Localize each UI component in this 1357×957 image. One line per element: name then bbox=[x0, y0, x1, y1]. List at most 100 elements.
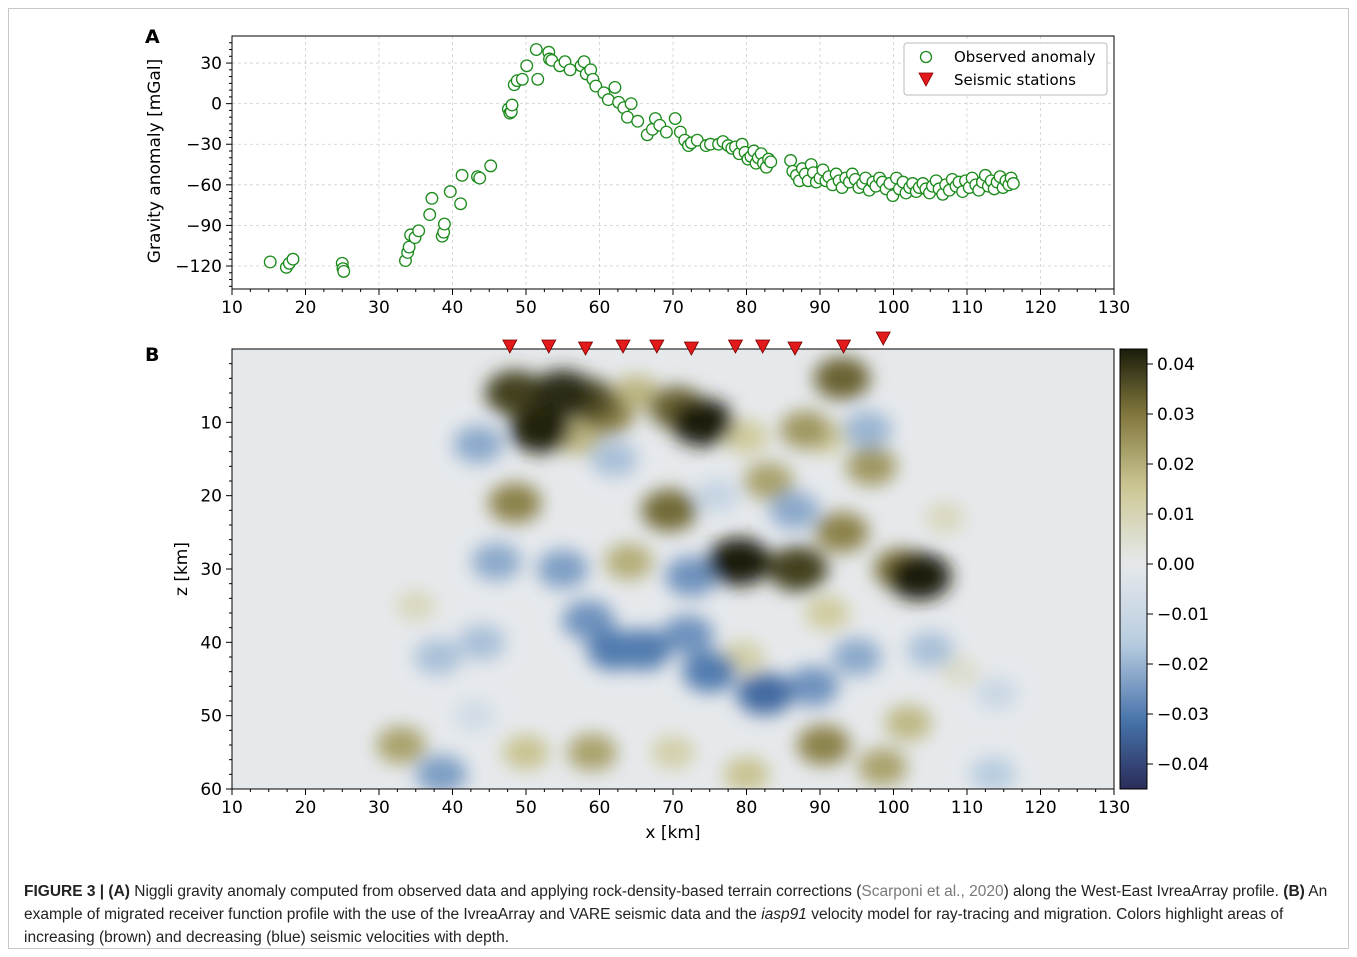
y-tick-label: −90 bbox=[186, 216, 222, 236]
seismic-station-marker bbox=[727, 339, 744, 354]
velocity-anomaly-blob bbox=[843, 411, 892, 449]
caption-text-a-end: ) along the West-East IvreaArray profile… bbox=[1003, 883, 1284, 900]
velocity-anomaly-blob bbox=[537, 549, 589, 589]
velocity-anomaly-blob bbox=[723, 756, 770, 789]
y-tick-label: −30 bbox=[186, 135, 222, 155]
x-tick-label: 10 bbox=[221, 798, 243, 818]
velocity-anomaly-blob bbox=[562, 600, 615, 641]
observed-anomaly-point bbox=[263, 255, 277, 269]
panel-b-xlabel: x [km] bbox=[645, 823, 700, 843]
x-tick-label: 120 bbox=[1024, 798, 1056, 818]
panel-a-ylabel: Gravity anomaly [mGal] bbox=[145, 59, 165, 263]
caption-model-name: iasp91 bbox=[761, 906, 807, 923]
seismic-station-marker bbox=[835, 339, 852, 354]
x-tick-label: 70 bbox=[662, 798, 684, 818]
velocity-anomaly-blob bbox=[769, 491, 820, 530]
observed-anomaly-point bbox=[659, 125, 673, 139]
seismic-station-marker bbox=[875, 331, 891, 346]
velocity-anomaly-blob bbox=[665, 556, 718, 597]
observed-anomaly-point bbox=[437, 217, 451, 231]
observed-anomaly-point bbox=[423, 208, 437, 222]
velocity-anomaly-blob bbox=[736, 672, 794, 716]
velocity-anomaly-blob bbox=[416, 755, 467, 789]
velocity-anomaly-blob bbox=[845, 447, 897, 486]
caption-citation-link[interactable]: Scarponi et al., 2020 bbox=[861, 883, 1004, 900]
velocity-anomaly-blob bbox=[831, 638, 882, 676]
legend-observed-label: Observed anomaly bbox=[954, 48, 1096, 66]
observed-anomaly-point bbox=[668, 112, 682, 125]
y-tick-label: −120 bbox=[175, 257, 222, 277]
figure-caption: FIGURE 3 | (A) Niggli gravity anomaly co… bbox=[24, 880, 1339, 949]
x-tick-label: 120 bbox=[1024, 298, 1056, 318]
observed-anomaly-point bbox=[608, 80, 622, 94]
velocity-anomaly-blob bbox=[815, 512, 869, 553]
velocity-anomaly-blob bbox=[743, 462, 794, 500]
velocity-anomaly-blob bbox=[813, 357, 871, 400]
observed-anomaly-point bbox=[402, 240, 416, 254]
velocity-anomaly-blob bbox=[376, 726, 426, 764]
panel-b-seismic-stations bbox=[502, 331, 891, 356]
x-tick-label: 100 bbox=[877, 298, 909, 318]
colorbar-gradient bbox=[1119, 348, 1148, 790]
caption-text-a: Niggli gravity anomaly computed from obs… bbox=[129, 883, 862, 900]
observed-anomaly-point bbox=[784, 154, 798, 167]
velocity-anomaly-blob bbox=[670, 398, 735, 447]
velocity-anomaly-blob bbox=[796, 724, 851, 766]
observed-anomaly-point bbox=[425, 191, 439, 205]
y-tick-label: 30 bbox=[200, 54, 222, 74]
x-tick-label: 20 bbox=[295, 798, 317, 818]
velocity-anomaly-blob bbox=[682, 651, 738, 693]
y-tick-label: 60 bbox=[200, 780, 222, 800]
x-tick-label: 50 bbox=[515, 798, 537, 818]
panel-a-legend: Observed anomaly Seismic stations bbox=[903, 42, 1108, 96]
velocity-anomaly-blob bbox=[604, 543, 654, 581]
x-tick-label: 60 bbox=[589, 298, 611, 318]
velocity-anomaly-blob bbox=[395, 589, 437, 622]
observed-anomaly-point bbox=[473, 171, 487, 185]
seismic-station-marker bbox=[502, 339, 518, 354]
legend-station-label: Seismic stations bbox=[954, 71, 1076, 89]
seismic-station-marker bbox=[577, 341, 594, 356]
caption-label-b: (B) bbox=[1283, 883, 1305, 900]
velocity-anomaly-blob bbox=[884, 705, 932, 741]
caption-text-b-end: velocity model for ray-tracing and migra… bbox=[24, 906, 1284, 946]
velocity-anomaly-blob bbox=[786, 666, 839, 707]
x-tick-label: 90 bbox=[809, 798, 831, 818]
panel-b-heatmap bbox=[376, 357, 1018, 789]
velocity-anomaly-blob bbox=[707, 537, 772, 586]
velocity-anomaly-blob bbox=[414, 639, 462, 675]
panel-a-observed-points bbox=[263, 43, 1020, 278]
velocity-anomaly-blob bbox=[804, 595, 850, 631]
x-tick-label: 130 bbox=[1098, 798, 1130, 818]
velocity-anomaly-blob bbox=[503, 734, 549, 770]
x-tick-label: 60 bbox=[589, 798, 611, 818]
x-tick-label: 80 bbox=[736, 798, 758, 818]
x-tick-label: 20 bbox=[295, 298, 317, 318]
colorbar-tick-label: 0.00 bbox=[1157, 555, 1195, 575]
seismic-station-marker bbox=[615, 339, 631, 354]
observed-anomaly-point bbox=[1006, 177, 1020, 190]
velocity-anomaly-blob bbox=[651, 735, 695, 769]
colorbar-tick-label: −0.03 bbox=[1157, 705, 1209, 725]
observed-anomaly-point bbox=[412, 224, 426, 238]
velocity-anomaly-blob bbox=[975, 677, 1018, 710]
panel-b-ticks: 10 20 30 40 50 60 70 80 90 100 110 120 130 10 20 30 40 50… bbox=[200, 363, 1130, 818]
caption-text-b: An example of migrated receiver function… bbox=[24, 883, 1328, 923]
velocity-anomaly-blob bbox=[488, 482, 542, 524]
legend-station-marker bbox=[918, 72, 934, 87]
y-tick-label: 40 bbox=[200, 633, 222, 653]
legend-observed-marker bbox=[919, 50, 933, 64]
y-tick-label: 10 bbox=[200, 413, 222, 433]
y-tick-label: −60 bbox=[186, 176, 222, 196]
panel-b-ylabel: z [km] bbox=[172, 542, 192, 596]
x-tick-label: 90 bbox=[809, 298, 831, 318]
x-tick-label: 100 bbox=[877, 798, 909, 818]
velocity-anomaly-blob bbox=[471, 542, 522, 581]
x-tick-label: 70 bbox=[662, 298, 684, 318]
observed-anomaly-point bbox=[455, 168, 469, 182]
observed-anomaly-point bbox=[520, 59, 534, 73]
observed-anomaly-point bbox=[286, 252, 300, 266]
caption-label-a: FIGURE 3 | (A) bbox=[24, 883, 130, 900]
x-tick-label: 110 bbox=[951, 798, 983, 818]
legend-box bbox=[903, 42, 1108, 96]
